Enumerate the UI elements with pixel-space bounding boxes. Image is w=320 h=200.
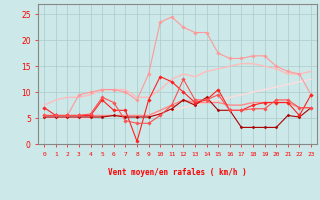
X-axis label: Vent moyen/en rafales ( km/h ): Vent moyen/en rafales ( km/h ) — [108, 168, 247, 177]
